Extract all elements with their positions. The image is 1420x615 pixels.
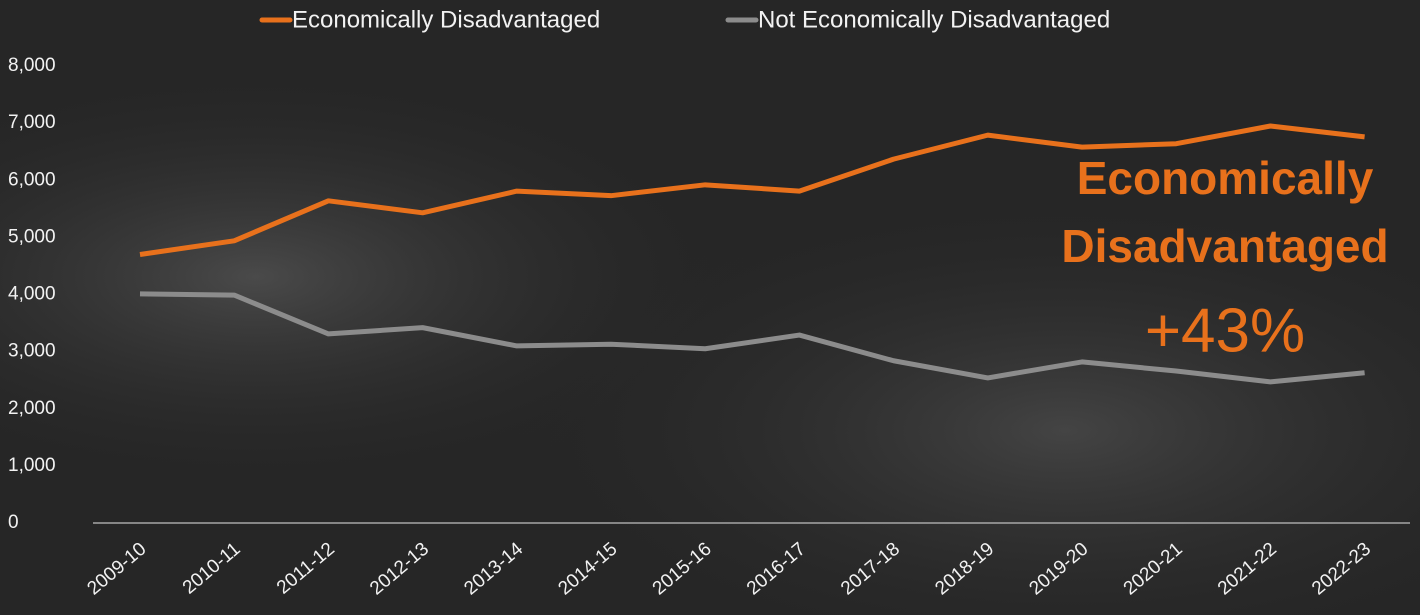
y-tick-label: 1,000 [8, 455, 56, 476]
series-line [139, 123, 1365, 257]
legend-label: Not Economically Disadvantaged [758, 6, 1110, 33]
annotation-value: +43% [1145, 296, 1305, 365]
y-tick-label: 0 [8, 512, 19, 533]
y-tick-label: 2,000 [8, 398, 56, 419]
y-tick-label: 7,000 [8, 112, 56, 133]
y-tick-label: 4,000 [8, 284, 56, 305]
annotation-title: Economically [1077, 152, 1374, 204]
legend-label: Economically Disadvantaged [292, 6, 600, 33]
y-tick-label: 6,000 [8, 169, 56, 190]
y-tick-label: 3,000 [8, 341, 56, 362]
annotation-title: Disadvantaged [1061, 220, 1388, 272]
series-line [139, 291, 1365, 385]
y-tick-label: 8,000 [8, 55, 56, 76]
y-tick-label: 5,000 [8, 226, 56, 247]
